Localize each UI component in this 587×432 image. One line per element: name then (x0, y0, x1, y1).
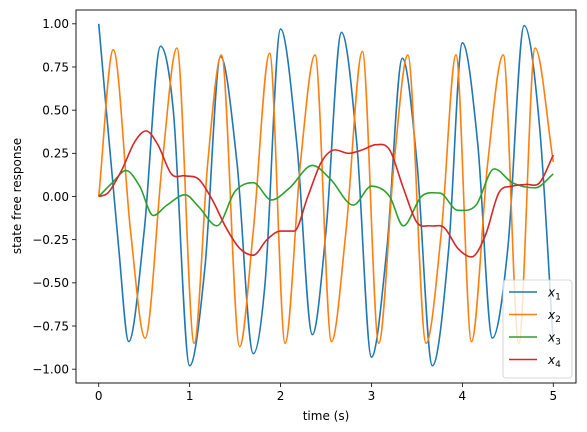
x-tick-label: 0 (95, 389, 103, 403)
legend-frame (502, 279, 573, 379)
x-tick-label: 3 (368, 389, 376, 403)
y-tick-label: −0.50 (32, 276, 69, 290)
y-axis-ticks: −1.00 −0.75 −0.50 −0.25 0.00 0.25 0.50 0.75 1.00 (32, 17, 76, 376)
y-tick-label: 0.50 (42, 103, 69, 117)
y-tick-label: −0.75 (32, 319, 69, 333)
series-line-x2 (97, 47, 555, 348)
x-tick-label: 1 (186, 389, 194, 403)
y-tick-label: 1.00 (42, 17, 69, 31)
y-tick-label: −0.25 (32, 233, 69, 247)
y-tick-label: 0.75 (42, 60, 69, 74)
series-line-x3 (98, 164, 554, 227)
y-axis-label: state free response (10, 138, 24, 254)
series-line-x4 (98, 130, 554, 258)
x-axis-label: time (s) (303, 409, 350, 423)
x-axis-ticks: 0 1 2 3 4 5 (95, 383, 557, 403)
series-line-x1 (97, 23, 555, 367)
legend-label-x4: x4 (547, 353, 561, 370)
y-tick-label: 0.00 (42, 190, 69, 204)
legend-label-x2: x2 (547, 308, 561, 325)
x-tick-label: 4 (459, 389, 467, 403)
plot-lines (97, 23, 555, 367)
x-tick-label: 5 (549, 389, 557, 403)
y-tick-label: 0.25 (42, 147, 69, 161)
x-tick-label: 2 (277, 389, 285, 403)
legend-label-x1: x1 (547, 286, 561, 303)
legend-label-x3: x3 (547, 331, 561, 348)
y-tick-label: −1.00 (32, 362, 69, 376)
legend: x1 x2 x3 x4 (502, 279, 573, 379)
